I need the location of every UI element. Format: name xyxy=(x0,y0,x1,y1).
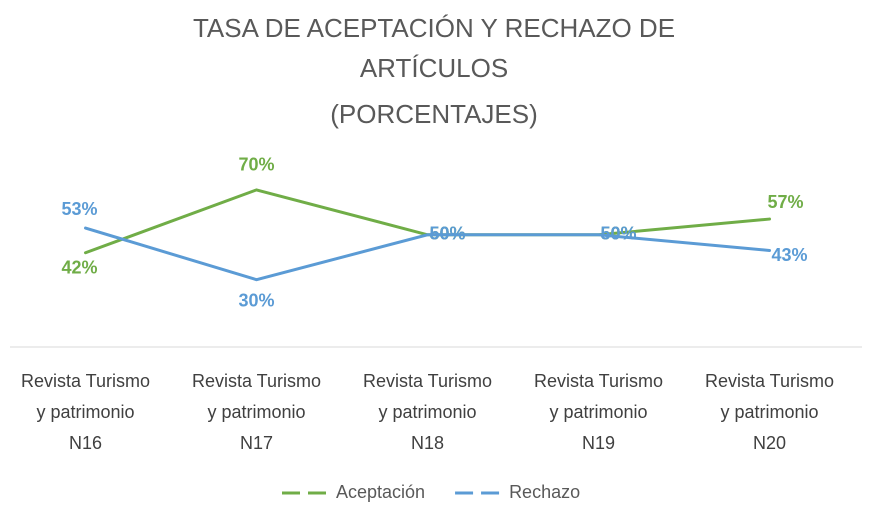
data-label: 50% xyxy=(429,224,465,244)
series-line xyxy=(84,226,771,282)
x-tick-label: Revista Turismo y patrimonio N16 xyxy=(20,371,151,453)
data-label: 70% xyxy=(238,155,274,175)
legend-label: Aceptación xyxy=(336,482,425,502)
data-label: 30% xyxy=(238,290,274,310)
data-label: 57% xyxy=(767,192,803,212)
chart-title: TASA DE ACEPTACIÓN Y RECHAZO DE ARTÍCULO… xyxy=(192,13,676,83)
x-tick-label: Revista Turismo y patrimonio N20 xyxy=(704,371,835,453)
legend-label: Rechazo xyxy=(509,482,580,502)
x-tick-label: Revista Turismo y patrimonio N19 xyxy=(533,371,664,453)
x-tick-label: Revista Turismo y patrimonio N18 xyxy=(362,371,493,453)
chart-subtitle: (PORCENTAJES) xyxy=(330,99,538,129)
data-label: 42% xyxy=(61,257,97,277)
series-line xyxy=(84,188,771,255)
x-tick-label: Revista Turismo y patrimonio N17 xyxy=(191,371,322,453)
data-label: 53% xyxy=(61,199,97,219)
data-label: 43% xyxy=(771,245,807,265)
data-label: 50% xyxy=(600,224,636,244)
